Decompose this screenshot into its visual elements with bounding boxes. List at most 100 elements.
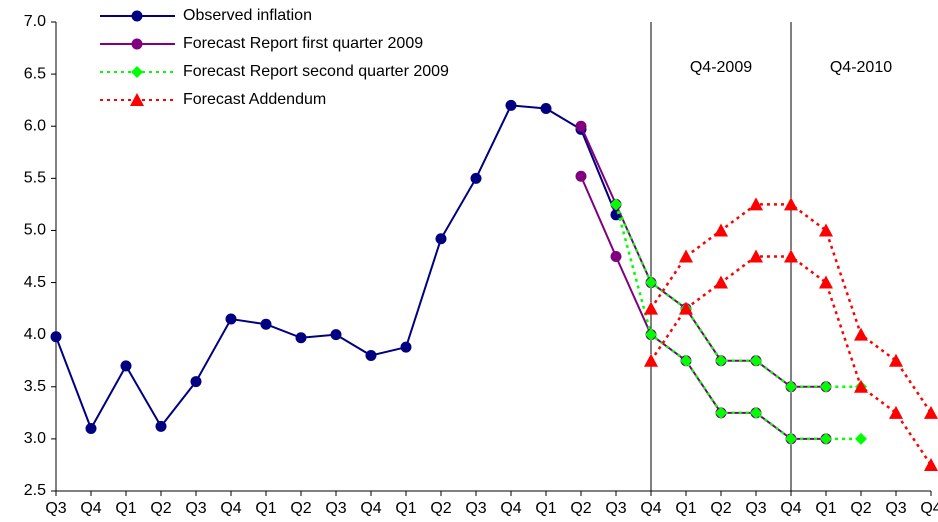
x-tick-label: Q3 [325,500,346,517]
marker [854,327,868,341]
x-tick-label: Q4 [220,500,241,517]
marker [260,318,272,330]
marker [644,301,658,315]
marker [749,197,763,211]
x-tick-label: Q4 [780,500,801,517]
marker [715,354,727,367]
marker [645,328,657,341]
marker [330,329,342,341]
marker [819,275,833,289]
marker [400,341,412,353]
x-tick-label: Q2 [150,500,171,517]
series-line [614,203,861,389]
marker [540,103,552,115]
legend-marker [131,66,143,78]
legend-label: Forecast Report second quarter 2009 [183,63,449,80]
marker [470,172,482,184]
x-tick-label: Q1 [395,500,416,517]
x-tick-label: Q4 [80,500,101,517]
y-tick-label: 3.5 [24,378,46,395]
marker [924,457,938,471]
legend-label: Forecast Addendum [183,91,326,108]
marker [750,354,762,367]
marker [679,301,693,315]
marker [819,223,833,237]
x-tick-label: Q2 [710,500,731,517]
y-tick-label: 3.0 [24,430,46,447]
marker [785,380,797,393]
x-tick-label: Q1 [115,500,136,517]
x-tick-label: Q1 [535,500,556,517]
marker [295,332,307,344]
marker [785,432,797,445]
x-tick-label: Q3 [885,500,906,517]
marker [854,379,868,393]
marker [715,406,727,419]
y-tick-label: 5.0 [24,222,46,239]
legend-label: Observed inflation [183,7,312,24]
marker [644,353,658,367]
legend-label: Forecast Report first quarter 2009 [183,35,423,52]
marker [749,249,763,263]
x-tick-label: Q2 [850,500,871,517]
series-line [580,175,826,440]
marker [190,376,202,388]
x-tick-label: Q2 [430,500,451,517]
marker [889,405,903,419]
y-tick-label: 6.5 [24,65,46,82]
x-tick-label: Q4 [640,500,661,517]
y-tick-label: 5.5 [24,170,46,187]
reference-label: Q4-2009 [690,59,752,76]
x-tick-label: Q1 [675,500,696,517]
marker [820,380,832,393]
marker [365,350,377,362]
x-tick-label: Q1 [255,500,276,517]
marker [680,354,692,367]
marker [889,353,903,367]
marker [225,313,237,325]
legend-marker [131,38,143,50]
series-line [649,255,933,466]
marker [50,331,62,343]
marker [855,432,867,445]
marker [784,249,798,263]
x-tick-label: Q2 [570,500,591,517]
marker [435,233,447,245]
marker [505,99,517,111]
legend-marker [130,93,144,106]
marker [714,275,728,289]
legend-marker [131,10,143,22]
x-tick-label: Q2 [290,500,311,517]
x-tick-label: Q3 [745,500,766,517]
marker [679,249,693,263]
x-tick-label: Q4 [500,500,521,517]
y-tick-label: 4.5 [24,274,46,291]
marker [120,360,132,372]
marker [924,405,938,419]
y-tick-label: 2.5 [24,482,46,499]
marker [820,432,832,445]
marker [750,406,762,419]
y-tick-label: 6.0 [24,117,46,134]
y-tick-label: 4.0 [24,326,46,343]
marker [575,170,587,182]
marker [714,223,728,237]
x-tick-label: Q3 [605,500,626,517]
x-tick-label: Q4 [360,500,381,517]
marker [610,198,622,211]
x-tick-label: Q3 [45,500,66,517]
x-tick-label: Q4 [920,500,938,517]
marker [784,197,798,211]
marker [155,420,167,432]
reference-label: Q4-2010 [830,59,892,76]
marker [85,422,97,434]
marker [610,251,622,262]
series-line [614,204,861,441]
series-line [649,203,933,414]
x-tick-label: Q3 [465,500,486,517]
x-tick-label: Q1 [815,500,836,517]
marker [575,120,587,132]
y-tick-label: 7.0 [24,13,46,30]
marker [645,276,657,289]
